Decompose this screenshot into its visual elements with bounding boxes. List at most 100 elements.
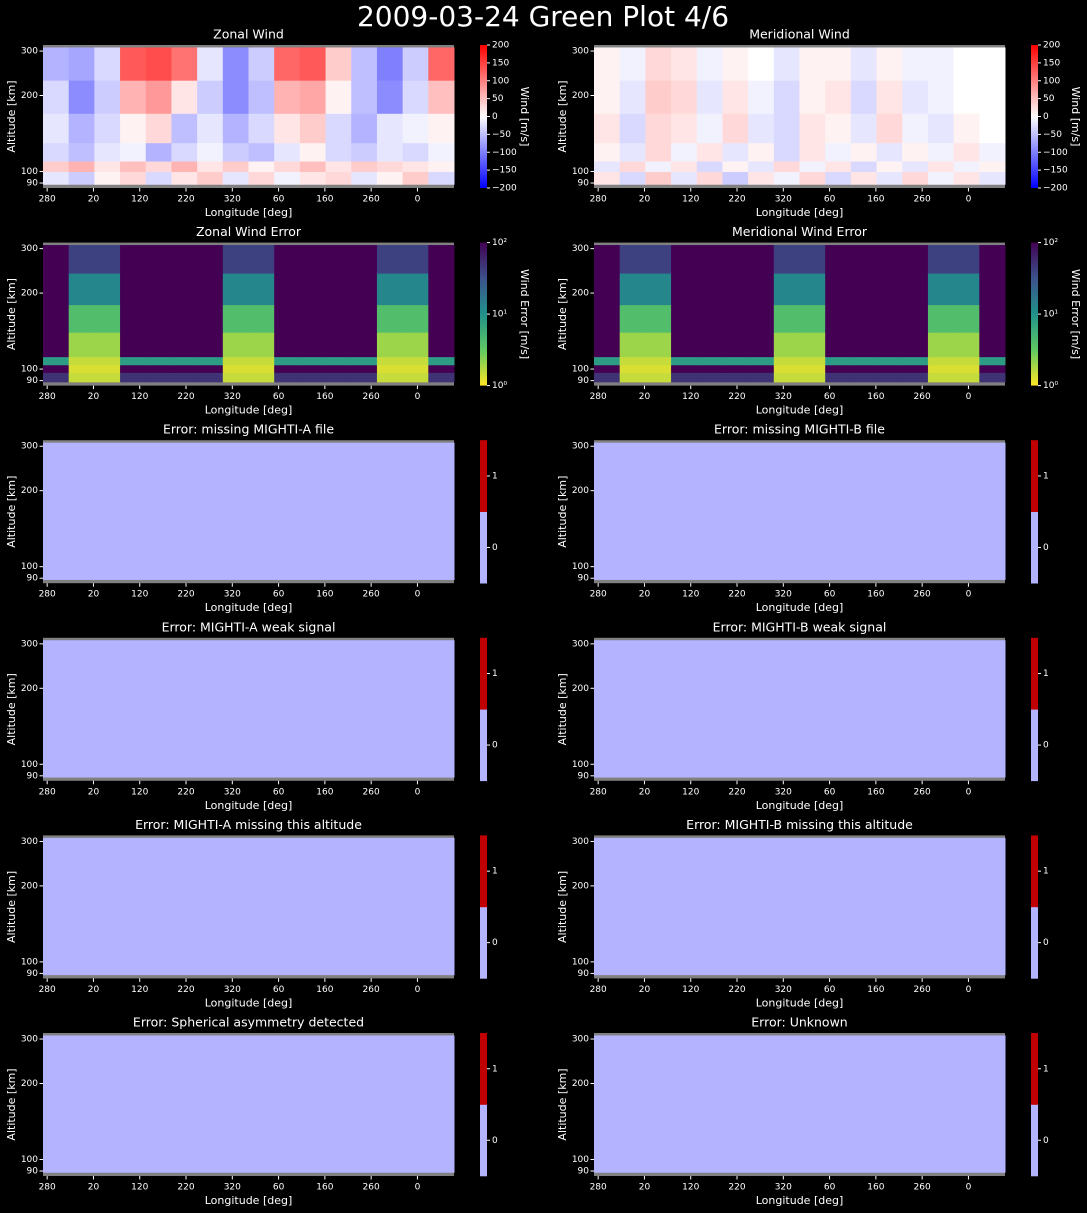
heatmap-cell bbox=[376, 273, 404, 306]
heatmap-cell bbox=[197, 113, 224, 144]
heatmap-cell bbox=[222, 80, 249, 114]
heatmap-cell bbox=[799, 171, 826, 185]
x-axis-label: Longitude [deg] bbox=[205, 206, 293, 219]
heatmap-cell bbox=[299, 332, 327, 358]
x-tick-label: 160 bbox=[867, 1183, 884, 1193]
heatmap-cell bbox=[979, 113, 1006, 144]
heatmap-cell bbox=[248, 372, 275, 383]
x-tick-label: 20 bbox=[639, 195, 651, 205]
colorbar-tick-label: 150 bbox=[492, 58, 509, 68]
x-tick-label: 220 bbox=[177, 195, 194, 205]
heatmap-cell bbox=[325, 304, 352, 333]
heatmap-cell bbox=[953, 80, 980, 114]
heatmap-cell bbox=[645, 171, 672, 185]
heatmap-cell bbox=[876, 273, 903, 306]
heatmap-cell bbox=[376, 332, 404, 358]
heatmap-cell bbox=[953, 364, 980, 373]
colorbar-tick-label: 1 bbox=[1043, 867, 1049, 877]
heatmap-cell bbox=[274, 356, 301, 366]
x-tick-label: 320 bbox=[224, 985, 241, 995]
heatmap-cell bbox=[671, 80, 698, 114]
heatmap-cell bbox=[376, 113, 404, 144]
heatmap-cell bbox=[696, 80, 723, 114]
colorbar-segment bbox=[480, 835, 487, 908]
y-tick-label: 90 bbox=[578, 179, 590, 189]
heatmap-cell bbox=[171, 80, 198, 114]
axes-title: Error: MIGHTI-A weak signal bbox=[162, 619, 336, 634]
y-axis-label: Altitude [km] bbox=[556, 278, 569, 350]
heatmap-cell bbox=[299, 356, 327, 366]
heatmap-cell bbox=[850, 372, 878, 383]
heatmap-cell bbox=[94, 356, 121, 366]
y-axis-label: Altitude [km] bbox=[5, 278, 18, 350]
colorbar-segment bbox=[480, 1033, 487, 1105]
heatmap-cell bbox=[979, 372, 1006, 383]
heatmap-cell bbox=[351, 273, 378, 306]
heatmap-cell bbox=[197, 161, 224, 172]
heatmap-cell bbox=[696, 332, 723, 358]
heatmap-cell bbox=[645, 113, 672, 144]
heatmap-cell bbox=[248, 80, 275, 114]
heatmap-cell bbox=[850, 304, 878, 333]
heatmap-cell bbox=[799, 245, 826, 274]
x-tick-label: 320 bbox=[224, 1183, 241, 1193]
heatmap-cell bbox=[594, 47, 621, 81]
x-tick-label: 120 bbox=[131, 1183, 148, 1193]
heatmap-cell bbox=[619, 161, 646, 172]
heatmap-cell bbox=[927, 80, 955, 114]
heatmap-cell bbox=[953, 356, 980, 366]
heatmap-cell bbox=[876, 356, 903, 366]
heatmap-cell bbox=[120, 113, 147, 144]
heatmap-cell bbox=[197, 47, 224, 81]
heatmap-cell bbox=[927, 142, 955, 162]
heatmap-cell bbox=[722, 364, 749, 373]
x-tick-label: 160 bbox=[316, 195, 333, 205]
colorbar bbox=[480, 45, 487, 188]
heatmap-cell bbox=[248, 113, 275, 144]
colorbar-segment bbox=[480, 709, 487, 782]
heatmap-cell bbox=[927, 332, 955, 358]
heatmap-cell bbox=[850, 80, 878, 114]
y-axis-label: Altitude [km] bbox=[5, 80, 18, 152]
colorbar-segment bbox=[1031, 906, 1038, 979]
heatmap-cell bbox=[351, 171, 378, 185]
x-tick-label: 220 bbox=[728, 195, 745, 205]
x-tick-label: 60 bbox=[273, 1183, 285, 1193]
heatmap-cell bbox=[120, 171, 147, 185]
x-tick-label: 120 bbox=[682, 590, 699, 600]
heatmap-cell bbox=[325, 171, 352, 185]
heatmap-cell bbox=[299, 161, 327, 172]
axes-title: Zonal Wind bbox=[213, 27, 284, 42]
x-tick-label: 60 bbox=[824, 985, 836, 995]
heatmap-cell bbox=[94, 332, 121, 358]
heatmap-cell bbox=[619, 273, 646, 306]
heatmap-cell bbox=[825, 161, 852, 172]
heatmap-cell bbox=[876, 245, 903, 274]
heatmap-cell bbox=[197, 356, 224, 366]
heatmap-cell bbox=[171, 372, 198, 383]
x-axis-label: Longitude [deg] bbox=[756, 996, 844, 1009]
heatmap-cell bbox=[120, 80, 147, 114]
heatmap-cell bbox=[902, 113, 929, 144]
heatmap-cell bbox=[145, 332, 172, 358]
heatmap-cell bbox=[222, 47, 249, 81]
colorbar-tick-label: 0 bbox=[1043, 938, 1049, 948]
y-tick-label: 100 bbox=[572, 760, 589, 770]
heatmap-cell bbox=[722, 304, 749, 333]
x-tick-label: 260 bbox=[363, 195, 380, 205]
heatmap-cell bbox=[927, 273, 955, 306]
panel: 280 20 120 220 320 60 160 260 0 90 100 200 300 Error:… bbox=[5, 817, 498, 1010]
heatmap-cell bbox=[145, 245, 172, 274]
y-tick-label: 200 bbox=[21, 486, 38, 496]
y-tick-label: 300 bbox=[21, 47, 38, 57]
heatmap-cell bbox=[953, 245, 980, 274]
heatmap-cell bbox=[68, 142, 95, 162]
heatmap-cell bbox=[876, 113, 903, 144]
heatmap-cell bbox=[619, 142, 646, 162]
heatmap-cell bbox=[850, 364, 878, 373]
colorbar-segment bbox=[1031, 1104, 1038, 1177]
y-tick-label: 300 bbox=[21, 837, 38, 847]
heatmap-cell bbox=[645, 372, 672, 383]
colorbar-tick-label: 200 bbox=[1043, 41, 1060, 51]
